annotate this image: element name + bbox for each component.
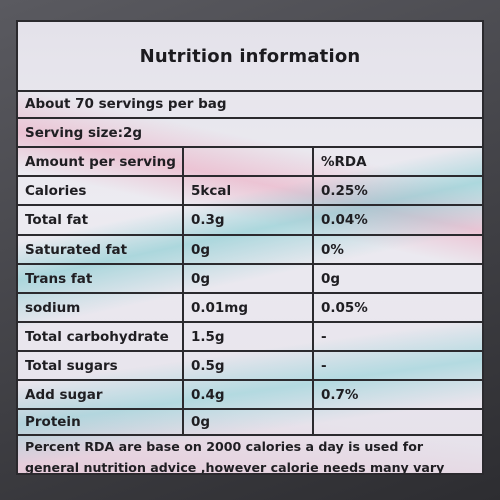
nutrient-amount: 0g xyxy=(182,410,312,434)
header-amount-blank xyxy=(182,148,312,175)
nutrient-name: Total sugars xyxy=(25,357,118,374)
nutrient-name: sodium xyxy=(25,299,81,316)
nutrient-amount: 0.5g xyxy=(182,352,312,379)
nutrient-rda: - xyxy=(312,352,482,379)
nutrition-label: Nutrition information About 70 servings … xyxy=(16,20,484,475)
nutrient-rda: - xyxy=(312,323,482,350)
table-row: sodium 0.01mg 0.05% xyxy=(18,294,482,323)
rda-footnote: Percent RDA are base on 2000 calories a … xyxy=(18,436,482,475)
nutrient-amount: 1.5g xyxy=(182,323,312,350)
nutrient-rda: 0% xyxy=(312,236,482,263)
servings-row: About 70 servings per bag xyxy=(18,90,482,119)
table-row: Total carbohydrate 1.5g - xyxy=(18,323,482,352)
nutrient-rda: 0g xyxy=(312,265,482,292)
nutrient-amount: 0g xyxy=(182,236,312,263)
serving-size: Serving size:2g xyxy=(25,124,143,141)
table-row: Total fat 0.3g 0.04% xyxy=(18,206,482,236)
table-row: Trans fat 0g 0g xyxy=(18,265,482,294)
table-row: Calories 5kcal 0.25% xyxy=(18,177,482,206)
nutrient-amount: 5kcal xyxy=(182,177,312,204)
nutrient-rda: 0.25% xyxy=(312,177,482,204)
nutrient-amount: 0g xyxy=(182,265,312,292)
footnote-line-2: general nutrition advice ,however calori… xyxy=(25,460,445,475)
nutrient-amount: 0.01mg xyxy=(182,294,312,321)
nutrient-name: Total fat xyxy=(25,212,89,228)
table-row: Protein 0g xyxy=(18,410,482,436)
nutrient-rda: 0.05% xyxy=(312,294,482,321)
header-rda: %RDA xyxy=(312,148,482,175)
nutrient-name: Trans fat xyxy=(25,270,93,287)
label-title: Nutrition information xyxy=(18,22,482,92)
serving-size-row: Serving size:2g xyxy=(18,119,482,148)
nutrient-amount: 0.3g xyxy=(182,206,312,234)
servings-per-bag: About 70 servings per bag xyxy=(25,95,227,112)
header-amount-per-serving: Amount per serving xyxy=(25,153,176,170)
nutrient-name: Saturated fat xyxy=(25,241,128,258)
footnote-line-1: Percent RDA are base on 2000 calories a … xyxy=(25,439,424,454)
table-row: Saturated fat 0g 0% xyxy=(18,236,482,265)
nutrient-rda: 0.04% xyxy=(312,206,482,234)
table-row: Add sugar 0.4g 0.7% xyxy=(18,381,482,410)
nutrient-amount: 0.4g xyxy=(182,381,312,408)
nutrient-name: Total carbohydrate xyxy=(25,328,169,345)
nutrient-name: Calories xyxy=(25,182,87,199)
table-header-row: Amount per serving %RDA xyxy=(18,148,482,177)
nutrient-rda: 0.7% xyxy=(312,381,482,408)
nutrient-rda xyxy=(312,410,482,434)
table-row: Total sugars 0.5g - xyxy=(18,352,482,381)
nutrient-name: Add sugar xyxy=(25,386,103,403)
nutrient-name: Protein xyxy=(25,414,81,430)
